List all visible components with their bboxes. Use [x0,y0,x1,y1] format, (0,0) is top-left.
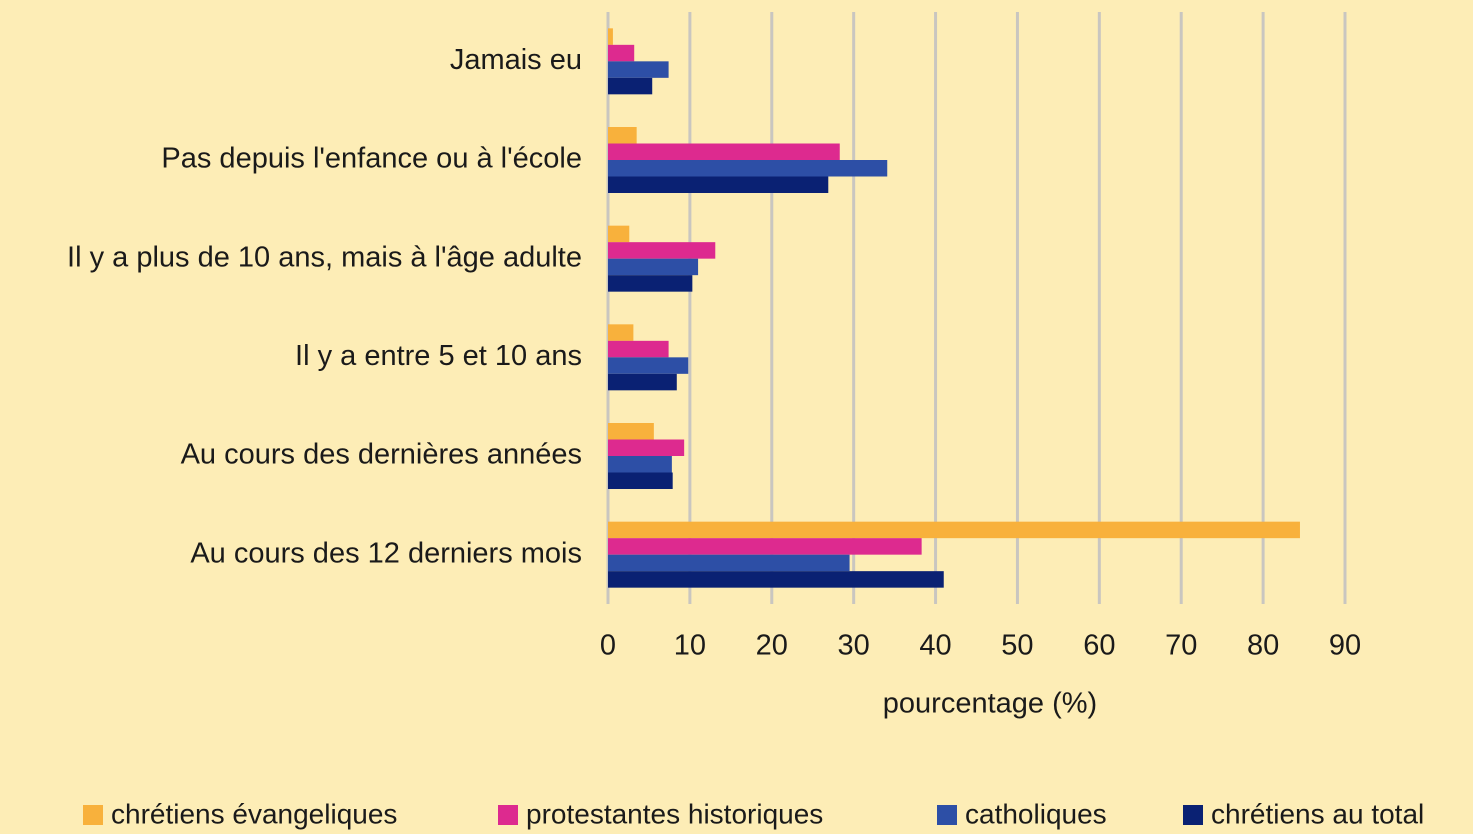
bar [608,275,692,292]
x-tick-label: 10 [674,630,706,662]
bar [608,28,613,45]
bar [608,473,673,490]
bar [608,242,715,259]
y-tick-label: Il y a plus de 10 ans, mais à l'âge adul… [67,241,582,273]
chart: pourcentage (%) 0 10 20 30 40 50 60 70 80 90 Jamai… [0,0,1473,834]
legend-swatch [83,805,103,825]
bar [608,61,669,77]
bar [608,144,840,161]
bar [608,127,637,144]
bar [608,357,688,374]
bar [608,78,652,95]
bar [608,45,634,62]
legend-label: catholiques [965,798,1107,829]
bar [608,522,1300,539]
legend-label: chrétiens au total [1211,798,1424,829]
bar [608,160,887,177]
bar [608,324,633,341]
legend-swatch [1183,805,1203,825]
bar [608,374,677,391]
bar [608,440,684,457]
y-tick-label: Jamais eu [450,44,582,76]
bar [608,555,850,572]
y-tick-label: Au cours des dernières années [181,439,582,471]
bar [608,259,698,276]
x-tick-label: 70 [1165,630,1197,662]
bar [608,226,629,243]
x-tick-label: 40 [919,630,951,662]
x-tick-label: 60 [1083,630,1115,662]
y-tick-label: Pas depuis l'enfance ou à l'école [161,143,582,175]
x-tick-label: 50 [1001,630,1033,662]
x-tick-label: 30 [838,630,870,662]
y-tick-label: Au cours des 12 derniers mois [190,537,582,569]
legend-swatch [498,805,518,825]
x-axis-label: pourcentage (%) [883,688,1097,720]
bar [608,423,654,440]
x-tick-label: 0 [600,630,616,662]
background [0,0,1473,834]
legend-label: chrétiens évangeliques [111,798,397,829]
x-tick-label: 90 [1329,630,1361,662]
bar [608,456,672,473]
bar [608,177,828,194]
y-tick-label: Il y a entre 5 et 10 ans [295,340,582,372]
bar [608,341,669,358]
legend-label: protestantes historiques [526,798,823,829]
bar [608,571,944,588]
x-tick-label: 80 [1247,630,1279,662]
legend-swatch [937,805,957,825]
x-tick-label: 20 [756,630,788,662]
bar [608,538,922,555]
